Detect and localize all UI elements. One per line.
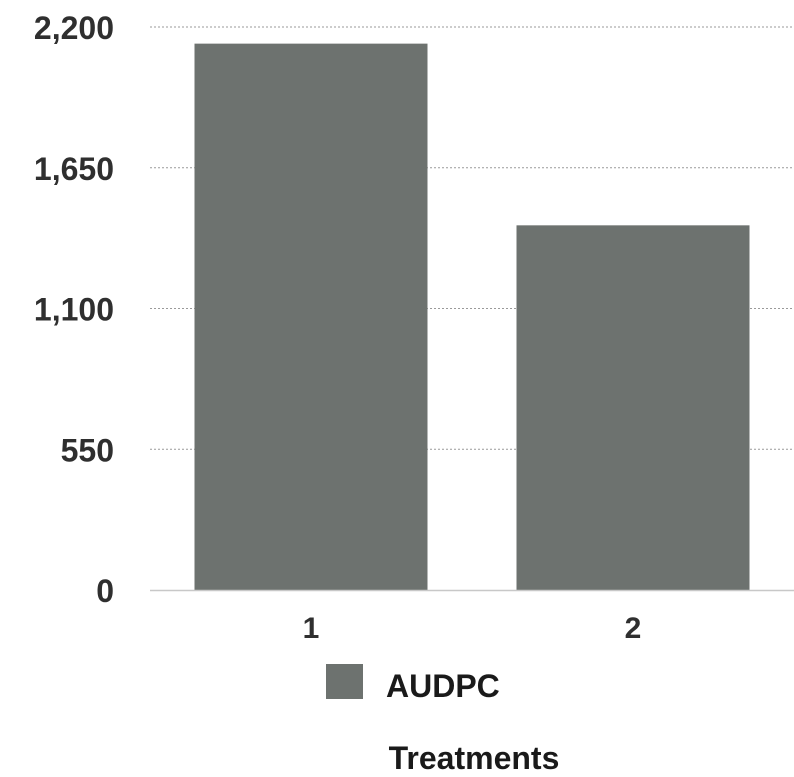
legend-label-audpc: AUDPC (386, 668, 500, 704)
x-axis-title: Treatments (389, 740, 560, 776)
y-tick-label: 2,200 (34, 10, 114, 46)
y-tick-label: 1,100 (34, 292, 114, 328)
bar-2 (516, 225, 750, 591)
y-axis-ticks: 0 550 1,100 1,650 2,200 (34, 10, 114, 609)
x-tick-label: 2 (625, 612, 642, 645)
y-tick-label: 1,650 (34, 151, 114, 187)
legend-swatch-audpc (326, 664, 363, 699)
x-tick-label: 1 (303, 612, 320, 645)
bars (194, 43, 750, 591)
y-tick-label: 0 (96, 573, 114, 609)
legend: AUDPC (326, 664, 500, 704)
bar-1 (194, 43, 428, 590)
y-tick-label: 550 (61, 432, 114, 468)
